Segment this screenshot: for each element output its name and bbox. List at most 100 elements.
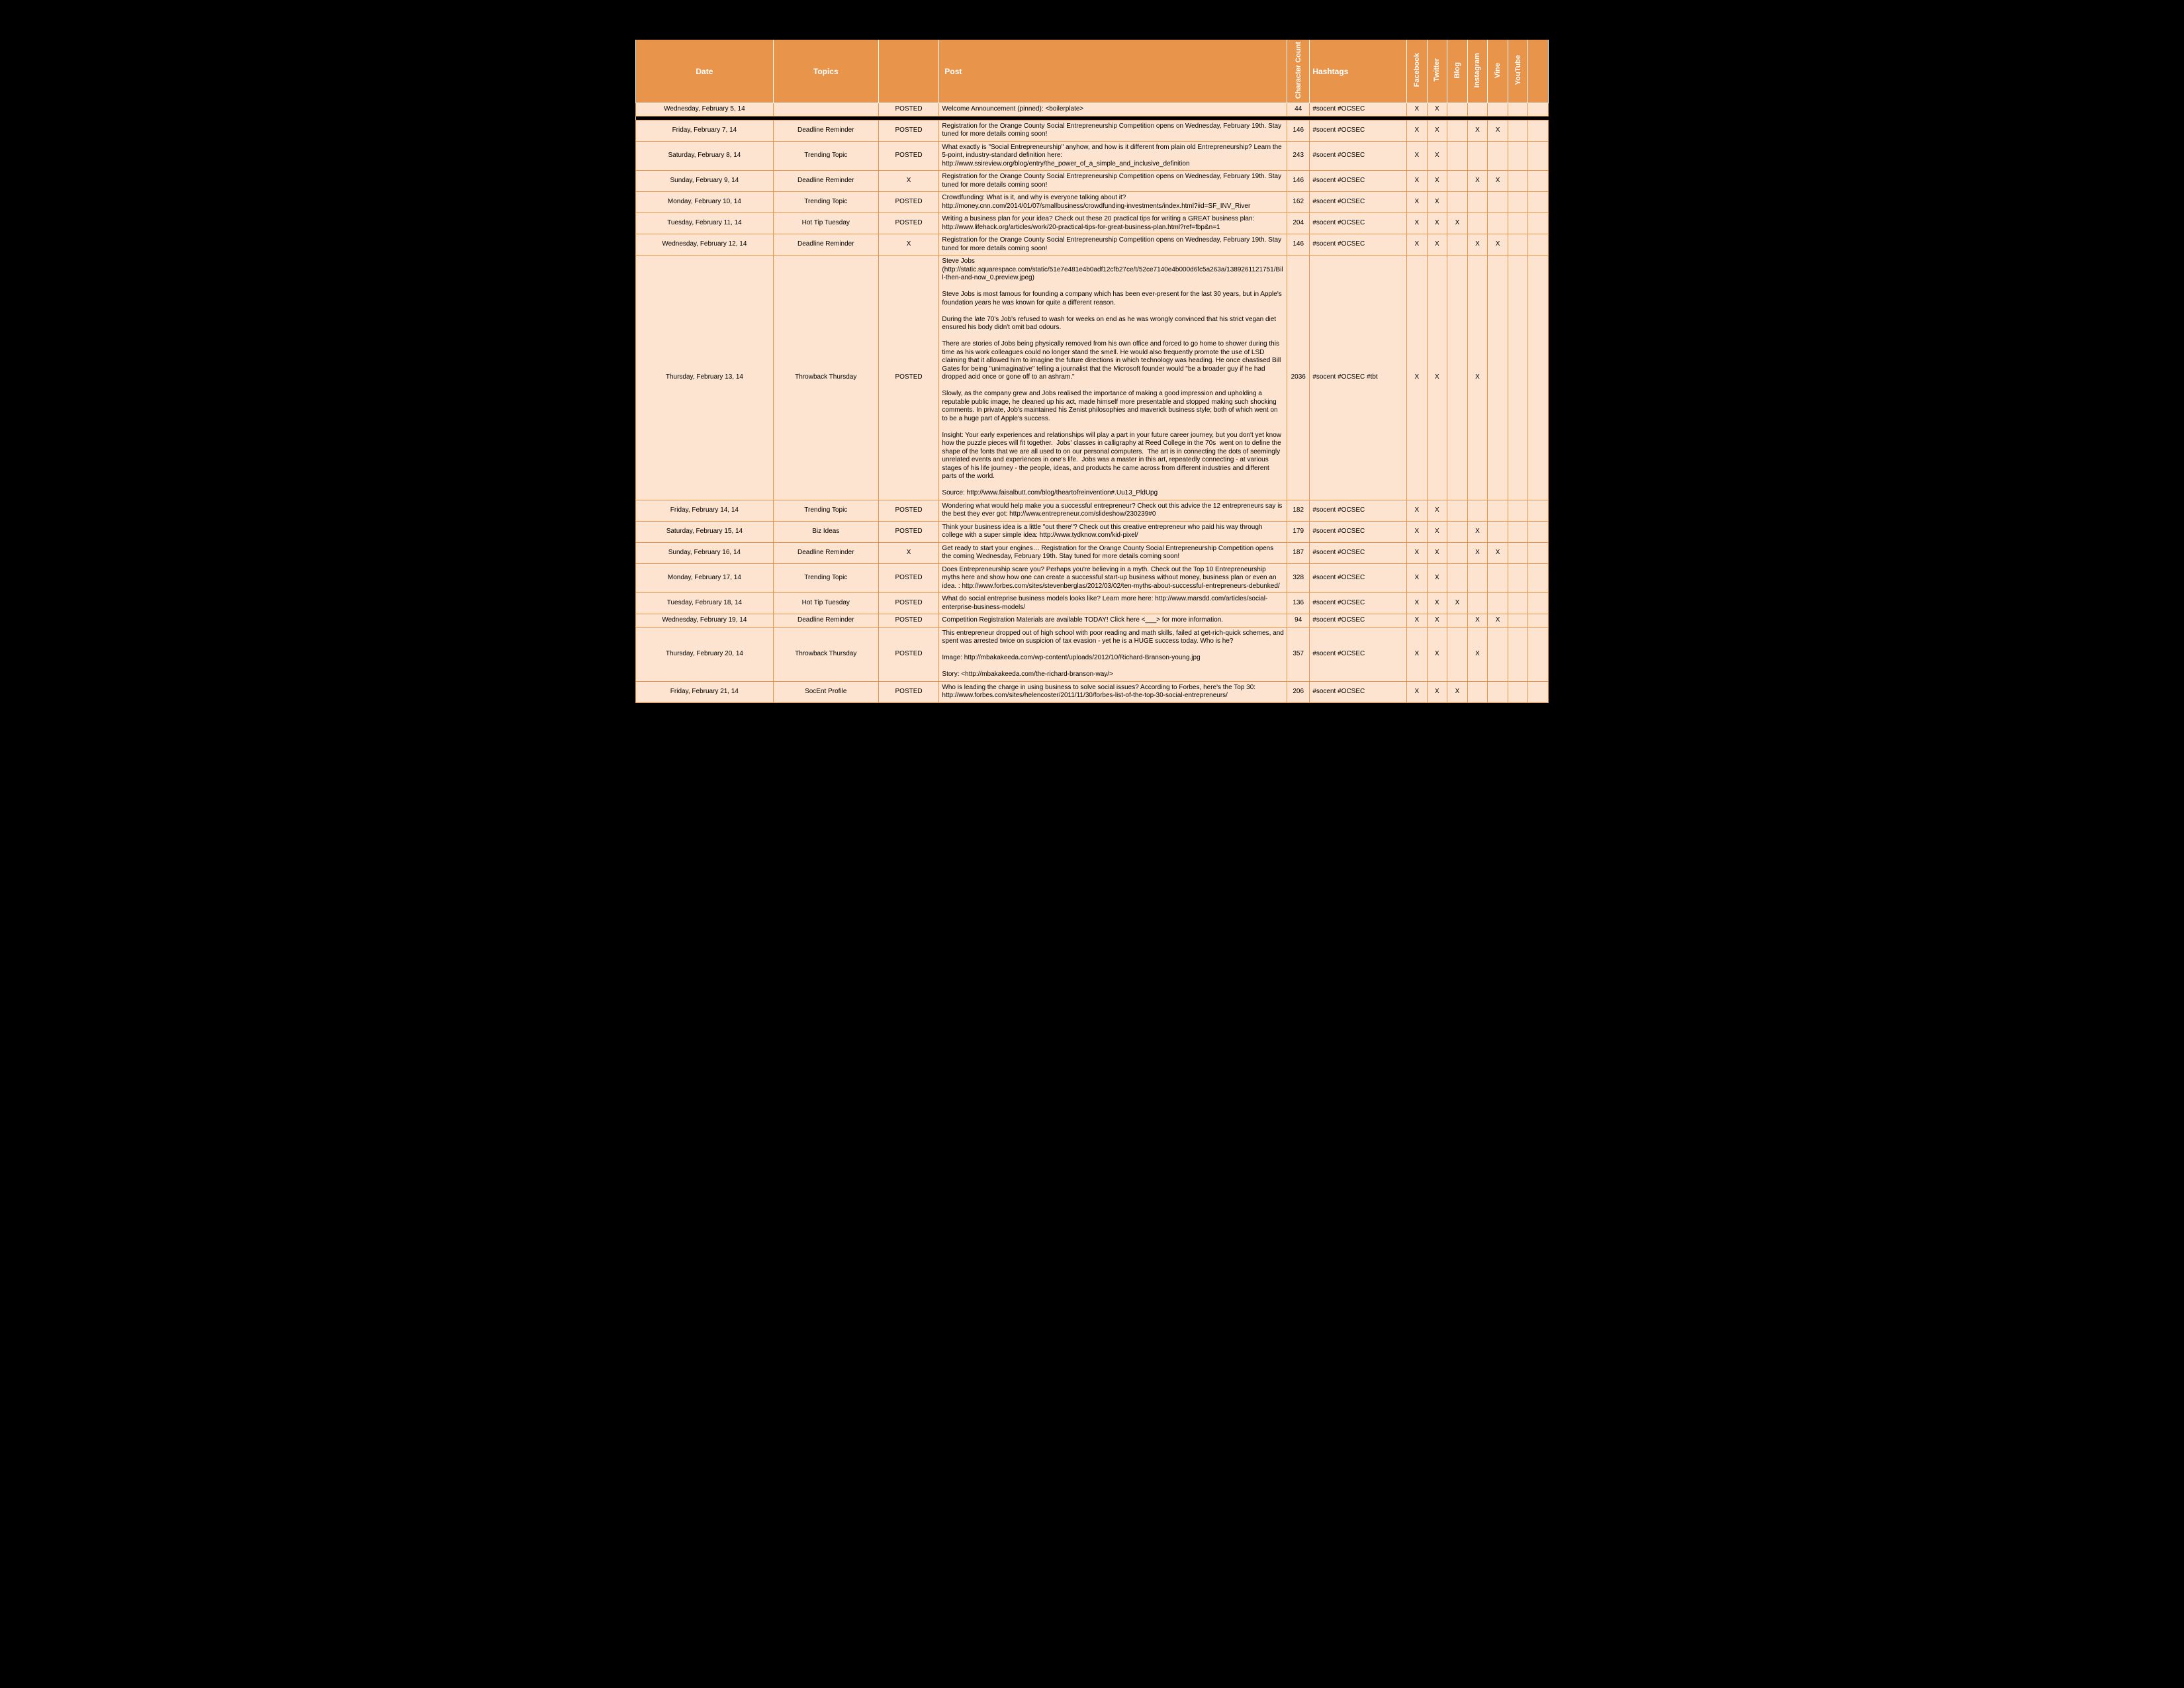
cell-post: Think your business idea is a little "ou… — [939, 521, 1287, 542]
cell-post: Registration for the Orange County Socia… — [939, 171, 1287, 192]
cell-hashtags: #socent #OCSEC — [1310, 521, 1407, 542]
cell-channel-5 — [1508, 171, 1528, 192]
cell-channel-2 — [1447, 234, 1468, 256]
cell-topic: Trending Topic — [773, 141, 878, 171]
cell-hashtags: #socent #OCSEC — [1310, 614, 1407, 628]
cell-channel-1: X — [1427, 500, 1447, 521]
cell-channel-0: X — [1407, 234, 1428, 256]
cell-char-count: 179 — [1287, 521, 1310, 542]
cell-hashtags: #socent #OCSEC — [1310, 141, 1407, 171]
cell-spacer — [1528, 141, 1549, 171]
cell-channel-1: X — [1427, 234, 1447, 256]
cell-channel-2 — [1447, 103, 1468, 117]
cell-channel-1: X — [1427, 256, 1447, 500]
cell-channel-5 — [1508, 614, 1528, 628]
cell-status: X — [878, 542, 939, 563]
cell-channel-2 — [1447, 256, 1468, 500]
cell-status: POSTED — [878, 256, 939, 500]
cell-hashtags: #socent #OCSEC — [1310, 593, 1407, 614]
cell-spacer — [1528, 256, 1549, 500]
cell-channel-3 — [1467, 103, 1488, 117]
cell-channel-2: X — [1447, 213, 1468, 234]
cell-channel-4 — [1488, 627, 1508, 681]
cell-channel-3 — [1467, 593, 1488, 614]
col-youtube: YouTube — [1508, 40, 1528, 103]
cell-channel-5 — [1508, 627, 1528, 681]
cell-channel-5 — [1508, 500, 1528, 521]
cell-channel-5 — [1508, 234, 1528, 256]
cell-spacer — [1528, 234, 1549, 256]
cell-date: Wednesday, February 5, 14 — [636, 103, 774, 117]
cell-topic: Deadline Reminder — [773, 234, 878, 256]
cell-post: Get ready to start your engines… Registr… — [939, 542, 1287, 563]
table-row: Thursday, February 20, 14Throwback Thurs… — [636, 627, 1549, 681]
col-date: Date — [636, 40, 774, 103]
cell-channel-0: X — [1407, 171, 1428, 192]
cell-hashtags: #socent #OCSEC — [1310, 681, 1407, 702]
table-row: Monday, February 17, 14Trending TopicPOS… — [636, 563, 1549, 593]
table-header: Date Topics Post Character Count Hashtag… — [636, 40, 1549, 103]
cell-channel-4 — [1488, 500, 1508, 521]
cell-channel-5 — [1508, 141, 1528, 171]
cell-status: POSTED — [878, 192, 939, 213]
cell-channel-2 — [1447, 171, 1468, 192]
cell-channel-0: X — [1407, 542, 1428, 563]
col-blog: Blog — [1447, 40, 1468, 103]
cell-topic: SocEnt Profile — [773, 681, 878, 702]
cell-spacer — [1528, 120, 1549, 141]
col-twitter: Twitter — [1427, 40, 1447, 103]
cell-channel-0: X — [1407, 120, 1428, 141]
cell-spacer — [1528, 192, 1549, 213]
cell-status: POSTED — [878, 120, 939, 141]
table-row: Wednesday, February 5, 14POSTEDWelcome A… — [636, 103, 1549, 117]
col-status — [878, 40, 939, 103]
cell-topic: Trending Topic — [773, 500, 878, 521]
cell-post: Registration for the Orange County Socia… — [939, 234, 1287, 256]
col-facebook: Facebook — [1407, 40, 1428, 103]
cell-channel-3: X — [1467, 521, 1488, 542]
cell-channel-3 — [1467, 192, 1488, 213]
table-row: Tuesday, February 18, 14Hot Tip TuesdayP… — [636, 593, 1549, 614]
col-hashtags: Hashtags — [1310, 40, 1407, 103]
cell-char-count: 2036 — [1287, 256, 1310, 500]
cell-channel-4 — [1488, 521, 1508, 542]
cell-channel-5 — [1508, 192, 1528, 213]
cell-status: POSTED — [878, 593, 939, 614]
cell-channel-1: X — [1427, 521, 1447, 542]
cell-channel-5 — [1508, 563, 1528, 593]
cell-channel-1: X — [1427, 681, 1447, 702]
cell-topic: Deadline Reminder — [773, 120, 878, 141]
cell-channel-2: X — [1447, 681, 1468, 702]
cell-channel-4 — [1488, 563, 1508, 593]
cell-channel-4 — [1488, 192, 1508, 213]
cell-date: Monday, February 17, 14 — [636, 563, 774, 593]
cell-channel-5 — [1508, 256, 1528, 500]
cell-status: X — [878, 171, 939, 192]
cell-spacer — [1528, 521, 1549, 542]
cell-hashtags: #socent #OCSEC — [1310, 500, 1407, 521]
cell-post: Who is leading the charge in using busin… — [939, 681, 1287, 702]
cell-status: POSTED — [878, 103, 939, 117]
cell-channel-4: X — [1488, 171, 1508, 192]
cell-date: Saturday, February 8, 14 — [636, 141, 774, 171]
cell-spacer — [1528, 500, 1549, 521]
cell-char-count: 146 — [1287, 234, 1310, 256]
cell-channel-1: X — [1427, 103, 1447, 117]
content-calendar-table: Date Topics Post Character Count Hashtag… — [635, 40, 1549, 703]
cell-channel-1: X — [1427, 120, 1447, 141]
cell-channel-1: X — [1427, 171, 1447, 192]
cell-channel-0: X — [1407, 141, 1428, 171]
cell-post: Steve Jobs (http://static.squarespace.co… — [939, 256, 1287, 500]
cell-topic: Throwback Thursday — [773, 256, 878, 500]
cell-hashtags: #socent #OCSEC — [1310, 213, 1407, 234]
cell-date: Monday, February 10, 14 — [636, 192, 774, 213]
cell-spacer — [1528, 213, 1549, 234]
table-row: Sunday, February 9, 14Deadline ReminderX… — [636, 171, 1549, 192]
table-row: Thursday, February 13, 14Throwback Thurs… — [636, 256, 1549, 500]
cell-char-count: 94 — [1287, 614, 1310, 628]
col-vine: Vine — [1488, 40, 1508, 103]
cell-date: Tuesday, February 11, 14 — [636, 213, 774, 234]
cell-char-count: 136 — [1287, 593, 1310, 614]
cell-channel-5 — [1508, 521, 1528, 542]
cell-channel-1: X — [1427, 213, 1447, 234]
